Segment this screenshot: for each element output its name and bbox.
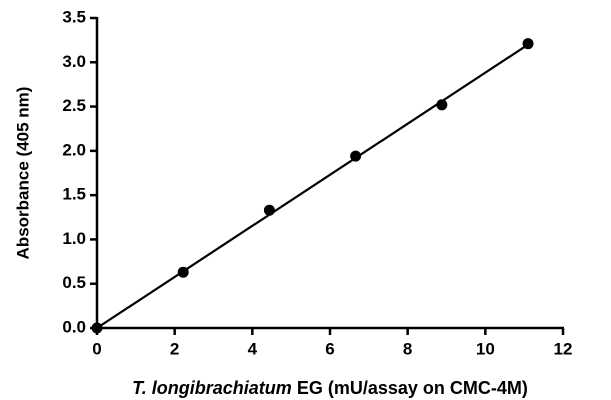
data-point bbox=[91, 322, 103, 334]
y-tick-label: 3.0 bbox=[62, 52, 86, 71]
y-tick-label: 2.0 bbox=[62, 140, 86, 159]
y-tick-label: 2.5 bbox=[62, 96, 86, 115]
x-axis-label: T. longibrachiatum EG (mU/assay on CMC-4… bbox=[132, 378, 528, 398]
y-tick-label: 3.5 bbox=[62, 7, 86, 26]
data-point bbox=[436, 99, 448, 111]
x-tick-label: 8 bbox=[403, 339, 412, 358]
y-axis-label: Absorbance (405 nm) bbox=[13, 87, 32, 260]
data-point bbox=[177, 266, 189, 278]
x-tick-label: 12 bbox=[554, 339, 573, 358]
x-tick-label: 6 bbox=[325, 339, 334, 358]
fit-line bbox=[96, 43, 529, 329]
y-tick-label: 1.0 bbox=[62, 229, 86, 248]
x-tick-label: 10 bbox=[476, 339, 495, 358]
x-tick-label: 0 bbox=[92, 339, 101, 358]
y-tick-label: 0.5 bbox=[62, 273, 86, 292]
y-tick-label: 1.5 bbox=[62, 185, 86, 204]
x-axis-label-rest: EG (mU/assay on CMC-4M) bbox=[297, 378, 528, 398]
data-point bbox=[522, 38, 534, 50]
x-tick-label: 4 bbox=[248, 339, 258, 358]
x-axis-label-italic: T. longibrachiatum bbox=[132, 378, 292, 398]
data-point bbox=[350, 150, 362, 162]
x-tick-label: 2 bbox=[170, 339, 179, 358]
data-point bbox=[263, 204, 275, 216]
y-tick-label: 0.0 bbox=[62, 317, 86, 336]
